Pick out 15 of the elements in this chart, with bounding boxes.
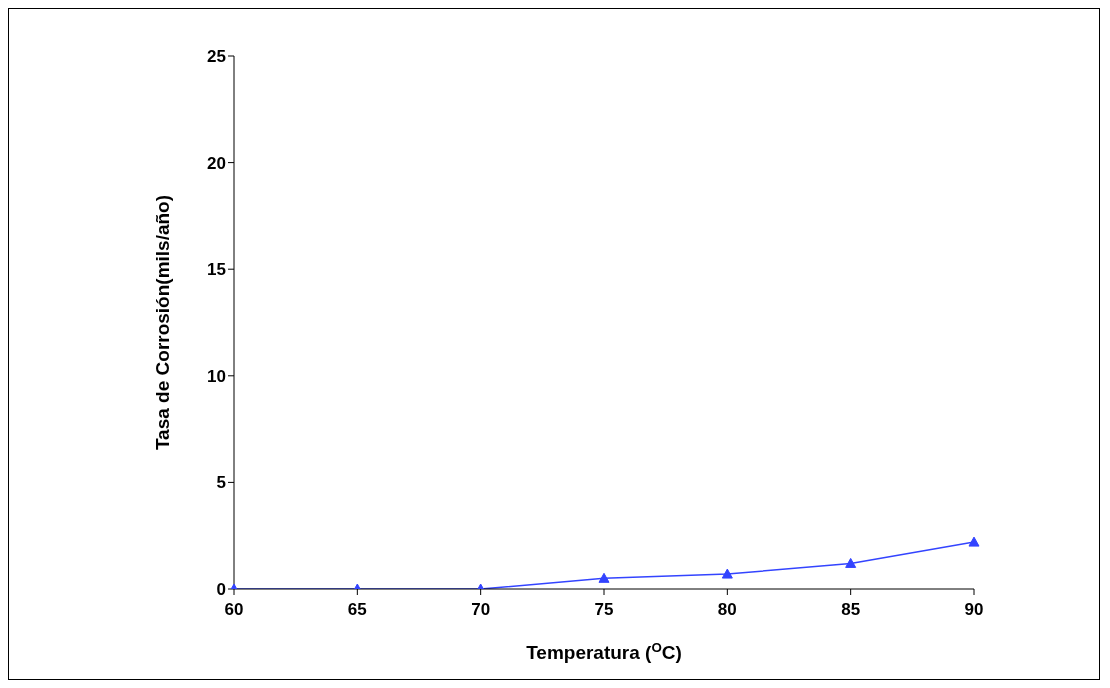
x-tick-label: 90 (964, 600, 984, 620)
x-tick-label: 85 (841, 600, 861, 620)
x-axis-title: Temperatura ($^{O}$C) (526, 639, 682, 663)
y-tick-label: 25 (207, 47, 226, 67)
x-tick-label: 60 (224, 600, 244, 620)
x-tick-label: 70 (471, 600, 491, 620)
y-axis-title: Tasa de Corrosión(mils/año) (152, 194, 173, 451)
y-tick-label: 10 (207, 366, 226, 386)
y-tick-label: 15 (207, 260, 226, 280)
y-tick-label: 0 (216, 580, 226, 600)
x-tick-label: 80 (717, 600, 737, 620)
x-tick-label: 75 (594, 600, 614, 620)
x-tick-label: 65 (347, 600, 367, 620)
y-tick-label: 20 (207, 153, 226, 173)
y-tick-label: 5 (216, 473, 226, 493)
